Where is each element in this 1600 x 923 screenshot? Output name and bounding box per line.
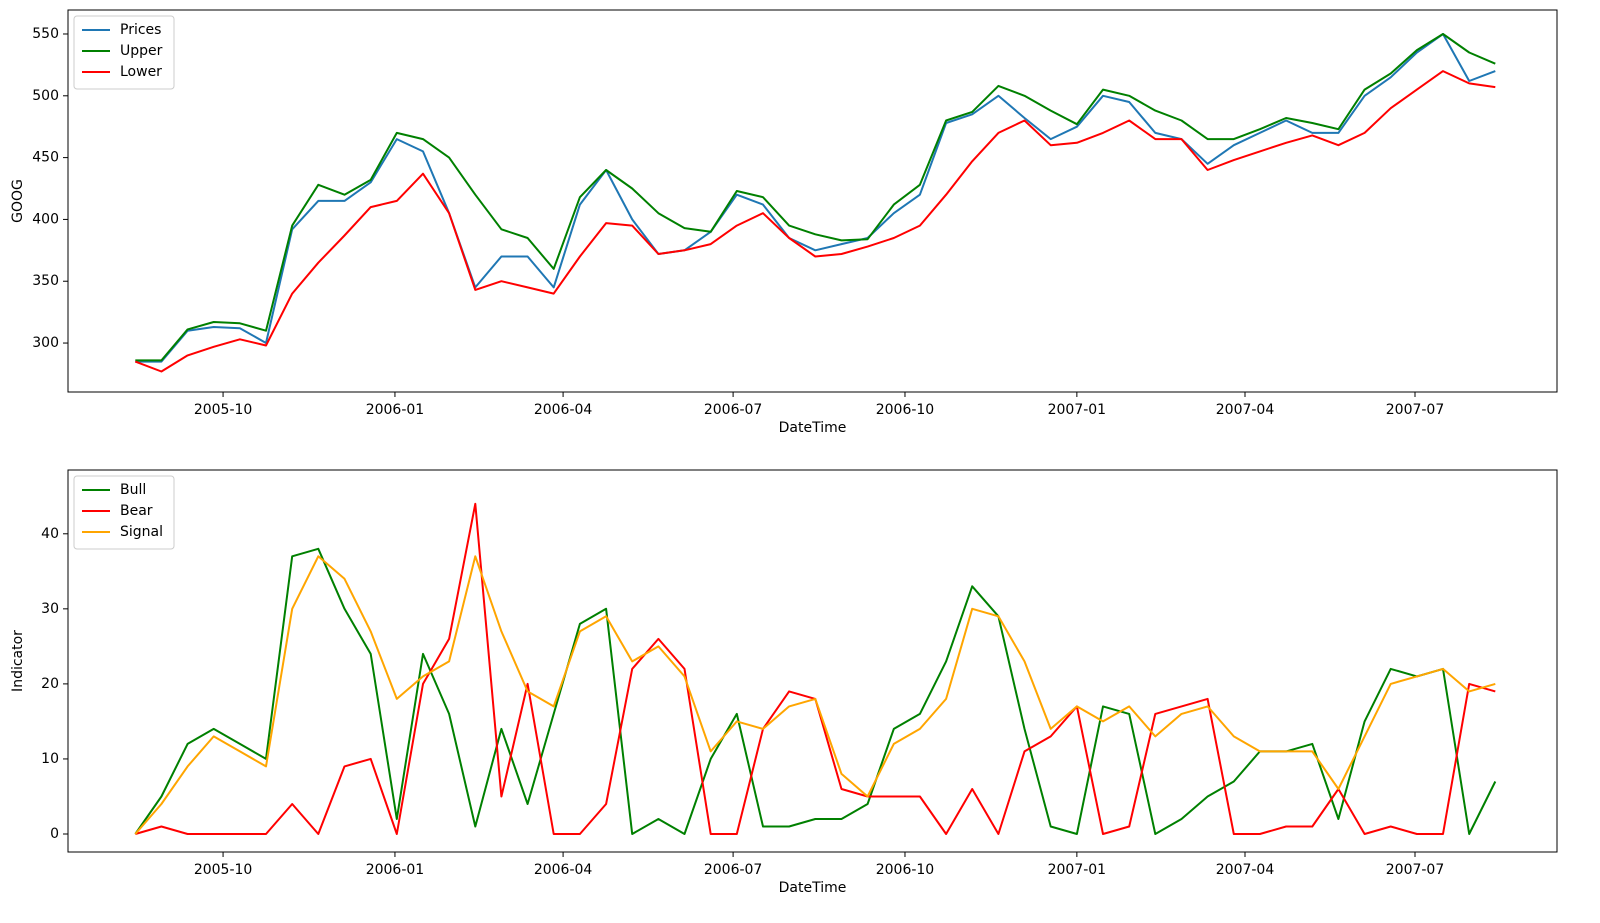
x-tick-label: 2007-07 xyxy=(1386,862,1445,878)
y-tick-label: 40 xyxy=(41,526,59,542)
legend-label: Prices xyxy=(120,22,161,38)
series-line xyxy=(134,555,1496,835)
x-tick-label: 2006-07 xyxy=(704,402,763,418)
y-tick-label: 0 xyxy=(50,826,59,842)
y-tick-label: 300 xyxy=(32,335,59,351)
series-line xyxy=(135,33,1496,363)
y-tick-label: 20 xyxy=(41,676,59,692)
legend-label: Signal xyxy=(120,524,163,540)
x-tick-label: 2007-01 xyxy=(1048,402,1107,418)
y-tick-label: 30 xyxy=(41,601,59,617)
y-tick-label: 350 xyxy=(32,273,59,289)
x-tick-label: 2006-01 xyxy=(366,402,425,418)
x-axis-label: DateTime xyxy=(779,420,847,436)
series-line xyxy=(135,502,1496,835)
series-line xyxy=(134,547,1497,835)
legend-box xyxy=(73,475,175,550)
x-tick-label: 2006-07 xyxy=(704,862,763,878)
x-tick-label: 2006-04 xyxy=(534,862,593,878)
legend-label: Bull xyxy=(120,482,146,498)
legend-label: Upper xyxy=(120,43,163,59)
legend-label: Bear xyxy=(120,503,153,519)
y-axis-label: GOOG xyxy=(10,179,26,223)
x-tick-label: 2006-04 xyxy=(534,402,593,418)
legend-label: Lower xyxy=(120,64,162,80)
series-line xyxy=(135,33,1496,362)
y-tick-label: 550 xyxy=(32,26,59,42)
x-tick-label: 2006-10 xyxy=(876,402,935,418)
series-line xyxy=(134,70,1496,373)
y-tick-label: 400 xyxy=(32,211,59,227)
x-tick-label: 2006-10 xyxy=(876,862,935,878)
y-tick-label: 500 xyxy=(32,88,59,104)
y-tick-label: 450 xyxy=(32,150,59,166)
axes-frame xyxy=(67,9,1558,393)
x-tick-label: 2007-04 xyxy=(1216,862,1275,878)
x-axis-label: DateTime xyxy=(779,880,847,896)
x-tick-label: 2005-10 xyxy=(194,402,253,418)
x-tick-label: 2007-01 xyxy=(1048,862,1107,878)
x-tick-label: 2007-04 xyxy=(1216,402,1275,418)
legend: Prices Upper Lower xyxy=(73,15,175,90)
x-tick-label: 2007-07 xyxy=(1386,402,1445,418)
y-tick-label: 10 xyxy=(41,751,59,767)
axes-frame xyxy=(67,469,1558,853)
legend-box xyxy=(73,15,175,90)
y-axis-label: Indicator xyxy=(10,630,26,692)
legend: Bull Bear Signal xyxy=(73,475,175,550)
x-tick-label: 2005-10 xyxy=(194,862,253,878)
x-tick-label: 2006-01 xyxy=(366,862,425,878)
